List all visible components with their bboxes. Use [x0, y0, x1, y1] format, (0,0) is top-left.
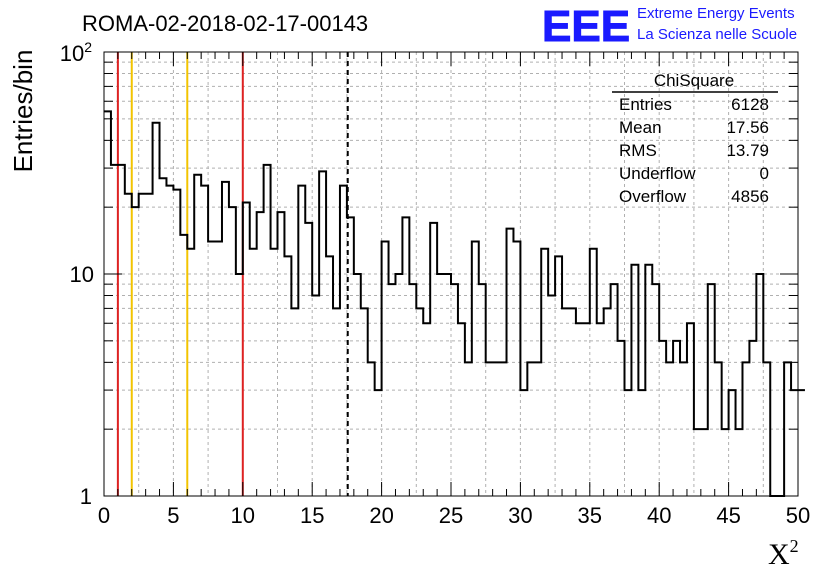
y-tick-label-1: 1: [80, 484, 92, 509]
x-tick-label: 10: [231, 503, 255, 528]
stats-label-overflow: Overflow: [619, 187, 687, 206]
stats-value-underflow: 0: [760, 164, 769, 183]
x-tick-label: 20: [369, 503, 393, 528]
stats-label-mean: Mean: [619, 118, 662, 137]
x-tick-label: 35: [578, 503, 602, 528]
x-tick-label: 30: [508, 503, 532, 528]
x-tick-label: 0: [98, 503, 110, 528]
x-axis-label-base: X: [768, 538, 790, 571]
x-tick-labels: 0 5 10 15 20 25 30 35 40 45 50: [98, 503, 810, 528]
logo-mark: EEE: [542, 2, 630, 51]
stats-value-mean: 17.56: [726, 118, 769, 137]
axis-ticks: [103, 51, 799, 497]
stats-value-entries: 6128: [731, 95, 769, 114]
x-tick-label: 5: [167, 503, 179, 528]
stats-box: ChiSquare Entries 6128 Mean 17.56 RMS 13…: [612, 71, 778, 206]
histogram-series: [104, 110, 805, 497]
stats-label-entries: Entries: [619, 95, 672, 114]
x-tick-label: 40: [647, 503, 671, 528]
x-tick-label: 50: [786, 503, 810, 528]
y-tick-label-100: 102: [60, 39, 92, 66]
x-tick-label: 15: [300, 503, 324, 528]
stats-value-rms: 13.79: [726, 141, 769, 160]
y-tick-label-100-base: 10: [60, 41, 84, 66]
logo-line-2: La Scienza nelle Scuole: [637, 26, 797, 43]
stats-label-underflow: Underflow: [619, 164, 696, 183]
x-axis-label-exp: 2: [790, 536, 799, 556]
y-axis-label: Entries/bin: [8, 50, 38, 173]
eee-logo: EEE Extreme Energy Events La Scienza nel…: [542, 2, 798, 52]
chart-title: ROMA-02-2018-02-17-00143: [82, 11, 368, 36]
stats-label-rms: RMS: [619, 141, 657, 160]
logo-line-1: Extreme Energy Events: [637, 5, 795, 22]
stats-value-overflow: 4856: [731, 187, 769, 206]
stats-title: ChiSquare: [654, 71, 734, 90]
x-axis-label: X2: [768, 536, 799, 571]
x-tick-label: 25: [439, 503, 463, 528]
y-tick-label-100-exp: 2: [84, 39, 92, 55]
y-tick-label-10: 10: [70, 262, 94, 287]
x-tick-label: 45: [716, 503, 740, 528]
